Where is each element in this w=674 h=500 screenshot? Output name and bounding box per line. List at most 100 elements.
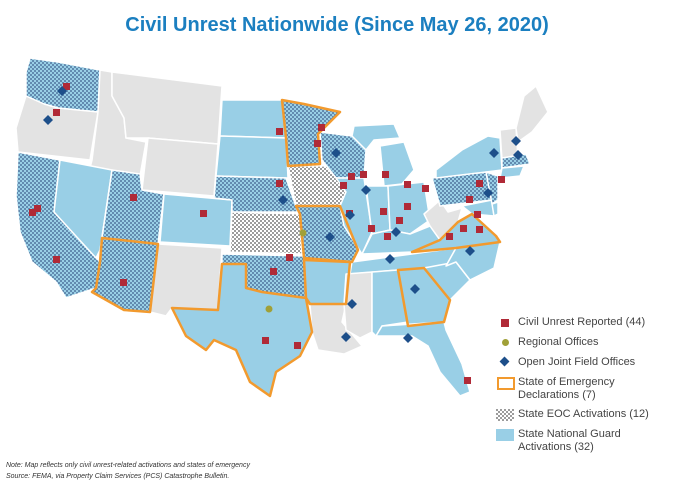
jfo-marker [43,115,53,125]
state-florida [375,321,471,397]
legend-label: Open Joint Field Offices [518,356,636,368]
legend-item-eoc: State EOC Activations (12) [496,408,668,422]
legend-label: State of Emergency Declarations (7) [518,376,615,401]
jfo-marker [341,332,351,342]
unrest-marker [200,210,207,217]
unrest-marker [404,203,411,210]
light-blue-swatch-icon [496,428,516,442]
state-arkansas [303,259,351,305]
dotted-pattern-icon [496,408,516,422]
unrest-marker [498,176,505,183]
unrest-marker [340,182,347,189]
unrest-marker [396,217,403,224]
state-michigan [351,123,415,187]
note-line: Note: Map reflects only civil unrest-rel… [6,462,250,469]
state-wyoming [141,137,219,197]
orange-outline-icon [496,376,516,390]
state-oregon [15,95,99,161]
unrest-marker [360,171,367,178]
unrest-marker [422,185,429,192]
unrest-marker [476,180,483,187]
jfo-marker [325,232,335,242]
emergency-virginia [410,212,502,254]
legend-item-emergency: State of Emergency Declarations (7) [496,376,668,402]
unrest-marker [53,109,60,116]
state-nevada [53,159,113,259]
jfo-marker [278,195,288,205]
emergency-arizona [90,236,160,314]
unrest-marker [348,173,355,180]
unrest-marker [286,254,293,261]
state-connecticut-ri [499,165,525,179]
jfo-marker [410,284,420,294]
unrest-marker [63,83,70,90]
state-new-mexico [149,243,223,317]
state-kansas [229,211,303,255]
emergency-minnesota [280,98,342,168]
unrest-marker [294,342,301,349]
jfo-marker [391,227,401,237]
unrest-marker [276,180,283,187]
legend-label: Regional Offices [518,336,599,348]
unrest-marker [380,208,387,215]
jfo-marker [331,148,341,158]
state-delaware [491,201,499,217]
emergency-texas [170,262,314,398]
legend-label: Civil Unrest Reported (44) [518,316,646,328]
regional-office-marker [299,229,307,237]
legend-item-unrest: Civil Unrest Reported (44) [496,316,668,330]
jfo-marker [483,188,493,198]
state-maine [515,85,549,143]
emergency-georgia [396,266,452,328]
legend-label: State National Guard Activations (32) [518,428,621,453]
unrest-markers [29,83,505,384]
state-new-york [435,135,503,179]
state-montana [111,71,223,145]
state-colorado [159,193,233,247]
map-title: Civil Unrest Nationwide (Since May 26, 2… [125,14,549,36]
source-line: Source: FEMA, via Property Claim Service… [6,473,230,480]
emergency-arkansas [302,258,352,306]
jfo-marker [465,246,475,256]
unrest-marker [460,225,467,232]
unrest-marker [53,256,60,263]
jfo-marker [403,333,413,343]
unrest-marker [446,233,453,240]
unrest-marker [34,205,41,212]
unrest-marker [276,128,283,135]
jfo-marker [57,86,67,96]
jfo-marker [347,299,357,309]
unrest-marker [474,211,481,218]
unrest-marker [368,225,375,232]
unrest-marker [466,196,473,203]
state-south-dakota [215,135,289,179]
unrest-marker [464,377,471,384]
jfo-marker [511,136,521,146]
jfo-marker [489,148,499,158]
regional-office-marker [265,305,273,313]
blue-diamond-icon [496,356,516,370]
unrest-marker [382,171,389,178]
legend-item-regional: Regional Offices [496,336,668,350]
olive-dot-icon [496,336,516,350]
unrest-marker [29,209,36,216]
red-square-icon [496,316,516,330]
emergency-missouri [294,204,360,264]
unrest-marker [476,226,483,233]
unrest-marker [318,124,325,131]
unrest-marker [314,140,321,147]
unrest-marker [130,194,137,201]
unrest-marker [262,337,269,344]
jfo-marker [513,150,523,160]
jfo-marker [345,210,355,220]
footnote: Note: Map reflects only civil unrest-rel… [6,460,250,482]
unrest-marker [404,181,411,188]
jfo-marker [385,254,395,264]
unrest-marker [384,233,391,240]
jfo-marker [361,185,371,195]
legend-label: State EOC Activations (12) [518,408,649,420]
legend-item-guard: State National Guard Activations (32) [496,428,668,454]
legend-item-jfo: Open Joint Field Offices [496,356,668,370]
unrest-marker [120,279,127,286]
